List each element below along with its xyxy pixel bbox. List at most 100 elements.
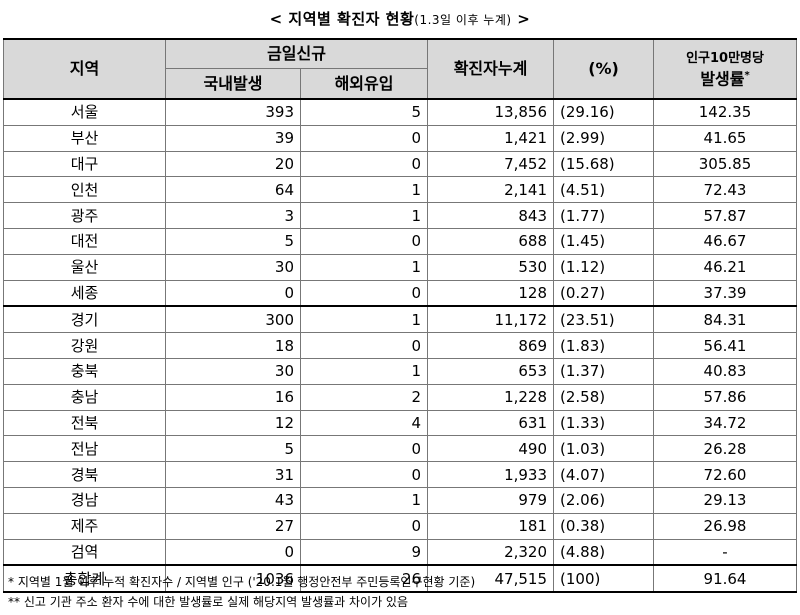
table-row: 경북 31 0 1,933 (4.07) 72.60 (3, 461, 798, 488)
cell-overseas: 5 (299, 98, 429, 126)
cell-overseas: 0 (299, 124, 429, 152)
header-rate: 인구10만명당 발생률* (653, 38, 798, 100)
cell-domestic: 0 (165, 538, 301, 566)
cell-cumulative: 128 (427, 279, 555, 307)
table-row: 울산 30 1 530 (1.12) 46.21 (3, 253, 798, 281)
table-row: 전북 12 4 631 (1.33) 34.72 (3, 409, 798, 437)
cell-region: 경기 (3, 305, 166, 334)
cell-percent: (1.83) (553, 332, 655, 359)
cell-region: 제주 (3, 512, 166, 540)
cell-region: 대구 (3, 150, 166, 178)
cell-percent: (1.03) (553, 435, 655, 463)
cell-rate: 46.67 (653, 227, 798, 255)
cell-rate: 57.86 (653, 383, 798, 411)
table-row: 제주 27 0 181 (0.38) 26.98 (3, 512, 798, 540)
cell-region: 경북 (3, 461, 166, 488)
cell-domestic: 30 (165, 253, 301, 281)
header-cumulative: 확진자누계 (427, 38, 555, 100)
table-body: 서울 393 5 13,856 (29.16) 142.35 부산 39 0 1,421 (2.99… (3, 98, 798, 593)
cell-percent: (2.99) (553, 124, 655, 152)
cell-overseas: 1 (299, 176, 429, 204)
cell-percent: (0.27) (553, 279, 655, 307)
cell-cumulative: 2,141 (427, 176, 555, 204)
cell-domestic: 43 (165, 486, 301, 514)
cell-cumulative: 530 (427, 253, 555, 281)
cell-cumulative: 631 (427, 409, 555, 437)
cell-domestic: 5 (165, 435, 301, 463)
cell-rate: 34.72 (653, 409, 798, 437)
cell-region: 광주 (3, 202, 166, 229)
cell-overseas: 9 (299, 538, 429, 566)
cell-rate: 40.83 (653, 357, 798, 385)
cell-overseas: 0 (299, 512, 429, 540)
cell-region: 울산 (3, 253, 166, 281)
cell-region: 서울 (3, 98, 166, 126)
cell-cumulative: 181 (427, 512, 555, 540)
cell-percent: (4.51) (553, 176, 655, 204)
cell-domestic: 16 (165, 383, 301, 411)
cell-rate: 37.39 (653, 279, 798, 307)
cell-cumulative: 1,933 (427, 461, 555, 488)
cell-domestic: 12 (165, 409, 301, 437)
footnotes: * 지역별 1월 이후 누적 확진자수 / 지역별 인구 ('20.1월 행정안… (8, 572, 798, 612)
cell-cumulative: 7,452 (427, 150, 555, 178)
cell-cumulative: 843 (427, 202, 555, 229)
footnote-1: * 지역별 1월 이후 누적 확진자수 / 지역별 인구 ('20.1월 행정안… (8, 575, 476, 589)
table-row: 인천 64 1 2,141 (4.51) 72.43 (3, 176, 798, 204)
cell-domestic: 30 (165, 357, 301, 385)
header-rate-line2: 발생률 (700, 69, 745, 89)
cell-rate: 26.28 (653, 435, 798, 463)
cell-overseas: 0 (299, 279, 429, 307)
cell-region: 전북 (3, 409, 166, 437)
cell-cumulative: 1,421 (427, 124, 555, 152)
total-row: 총합계 1036 26 47,515 (100) 91.64 (3, 564, 798, 593)
cell-overseas: 0 (299, 435, 429, 463)
cell-cumulative: 11,172 (427, 305, 555, 334)
cell-rate: 72.43 (653, 176, 798, 204)
total-cell-cumulative: 47,515 (427, 564, 555, 593)
cell-overseas: 1 (299, 305, 429, 334)
table-row: 광주 3 1 843 (1.77) 57.87 (3, 202, 798, 229)
cell-rate: 26.98 (653, 512, 798, 540)
cell-domestic: 18 (165, 332, 301, 359)
cell-rate: 29.13 (653, 486, 798, 514)
cell-domestic: 393 (165, 98, 301, 126)
cell-percent: (4.07) (553, 461, 655, 488)
total-cell-rate: 91.64 (653, 564, 798, 593)
cell-cumulative: 979 (427, 486, 555, 514)
total-cell-overseas: 26 (299, 564, 429, 593)
header-domestic: 국내발생 (165, 68, 301, 100)
cell-domestic: 0 (165, 279, 301, 307)
cell-domestic: 39 (165, 124, 301, 152)
cell-domestic: 27 (165, 512, 301, 540)
cell-overseas: 1 (299, 357, 429, 385)
cell-overseas: 4 (299, 409, 429, 437)
cell-percent: (1.37) (553, 357, 655, 385)
table-row: 충남 16 2 1,228 (2.58) 57.86 (3, 383, 798, 411)
table-row: 부산 39 0 1,421 (2.99) 41.65 (3, 124, 798, 152)
table-title-main: < 지역별 확진자 현황 (269, 10, 415, 28)
header-region: 지역 (3, 38, 166, 100)
cell-domestic: 31 (165, 461, 301, 488)
cell-domestic: 3 (165, 202, 301, 229)
cell-region: 검역 (3, 538, 166, 566)
header-overseas: 해외유입 (299, 68, 429, 100)
header-rate-mark: * (744, 70, 750, 82)
table-row: 경기 300 1 11,172 (23.51) 84.31 (3, 305, 798, 334)
cell-percent: (1.33) (553, 409, 655, 437)
cell-domestic: 20 (165, 150, 301, 178)
cell-domestic: 5 (165, 227, 301, 255)
cell-cumulative: 869 (427, 332, 555, 359)
table-row: 충북 30 1 653 (1.37) 40.83 (3, 357, 798, 385)
cell-domestic: 64 (165, 176, 301, 204)
cell-rate: 72.60 (653, 461, 798, 488)
cell-overseas: 0 (299, 332, 429, 359)
cell-percent: (1.45) (553, 227, 655, 255)
cell-region: 인천 (3, 176, 166, 204)
cell-overseas: 1 (299, 486, 429, 514)
cell-region: 세종 (3, 279, 166, 307)
cell-cumulative: 2,320 (427, 538, 555, 566)
header-rate-line1: 인구10만명당 (686, 51, 764, 67)
cell-region: 강원 (3, 332, 166, 359)
total-cell-domestic: 1036 (165, 564, 301, 593)
